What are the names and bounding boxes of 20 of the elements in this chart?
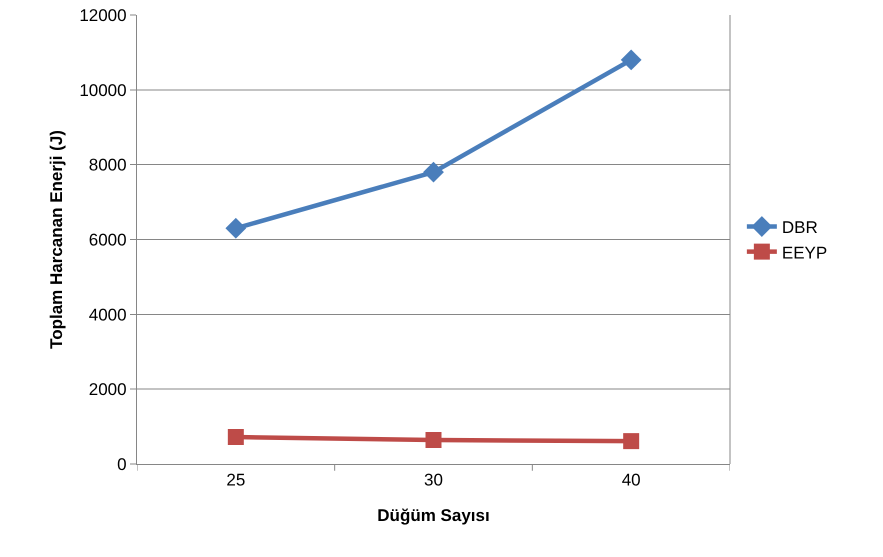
y-tick-label: 12000 — [79, 6, 127, 25]
x-tick-label: 40 — [622, 470, 641, 490]
x-tick-label: 30 — [424, 470, 443, 490]
point — [423, 162, 444, 183]
point — [620, 50, 642, 70]
point — [228, 429, 244, 446]
legend-label: DBR — [782, 218, 818, 238]
point — [225, 218, 246, 239]
y-tick-label: 4000 — [88, 305, 127, 324]
y-axis-title: Toplam Harcanan Enerji (J) — [46, 130, 66, 349]
x-axis-title: Düğüm Sayısı — [377, 506, 490, 525]
y-tick-label: 6000 — [88, 230, 127, 250]
legend-label: EEYP — [782, 243, 828, 262]
y-tick-label: 2000 — [88, 380, 127, 400]
y-tick-label: 0 — [117, 454, 127, 474]
point — [426, 432, 442, 448]
y-tick-label: 10000 — [79, 80, 127, 100]
point — [623, 433, 640, 450]
y-tick-label: 8000 — [88, 156, 127, 175]
x-tick-label: 25 — [226, 470, 246, 490]
